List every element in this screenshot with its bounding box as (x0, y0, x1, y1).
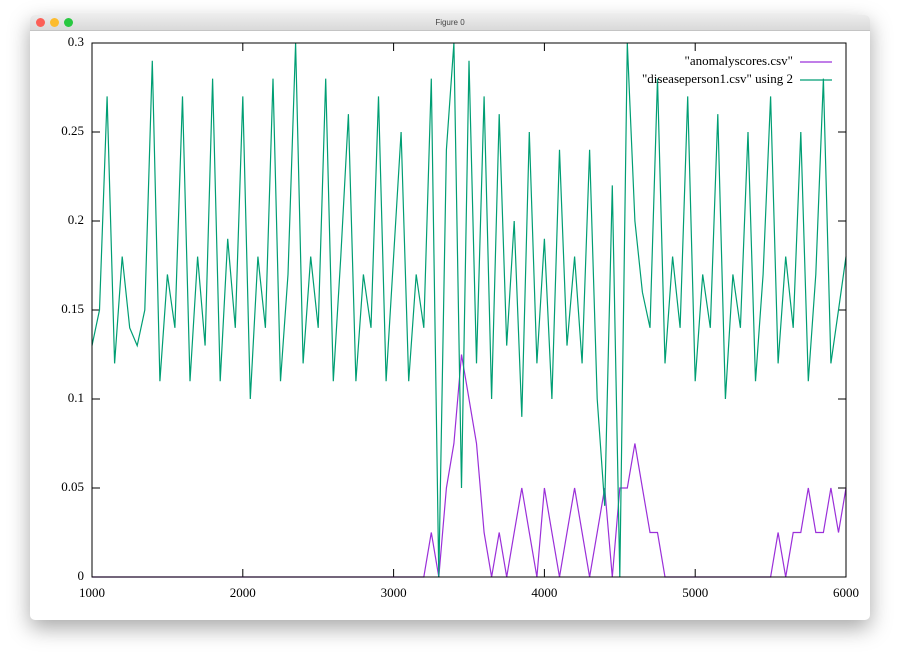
x-tick-label: 6000 (833, 585, 859, 600)
y-tick-label: 0.25 (61, 123, 84, 138)
title-bar: Figure 0 (30, 15, 870, 31)
minimize-button[interactable] (50, 18, 59, 27)
x-tick-label: 1000 (79, 585, 105, 600)
close-button[interactable] (36, 18, 45, 27)
x-tick-label: 2000 (230, 585, 256, 600)
zoom-button[interactable] (64, 18, 73, 27)
series-line (92, 354, 847, 578)
y-tick-label: 0.05 (61, 479, 84, 494)
window-title: Figure 0 (435, 18, 465, 27)
x-tick-label: 4000 (531, 585, 557, 600)
y-tick-label: 0.3 (68, 34, 84, 49)
y-tick-label: 0.15 (61, 301, 84, 316)
legend-label: "anomalyscores.csv" (685, 53, 793, 68)
x-tick-label: 3000 (381, 585, 407, 600)
legend-label: "diseaseperson1.csv" using 2 (642, 71, 793, 86)
y-tick-label: 0 (78, 568, 85, 583)
series-line (91, 42, 847, 578)
plot-border (91, 42, 847, 578)
y-tick-label: 0.2 (68, 212, 84, 227)
x-tick-label: 5000 (682, 585, 708, 600)
y-tick-label: 0.1 (68, 390, 84, 405)
